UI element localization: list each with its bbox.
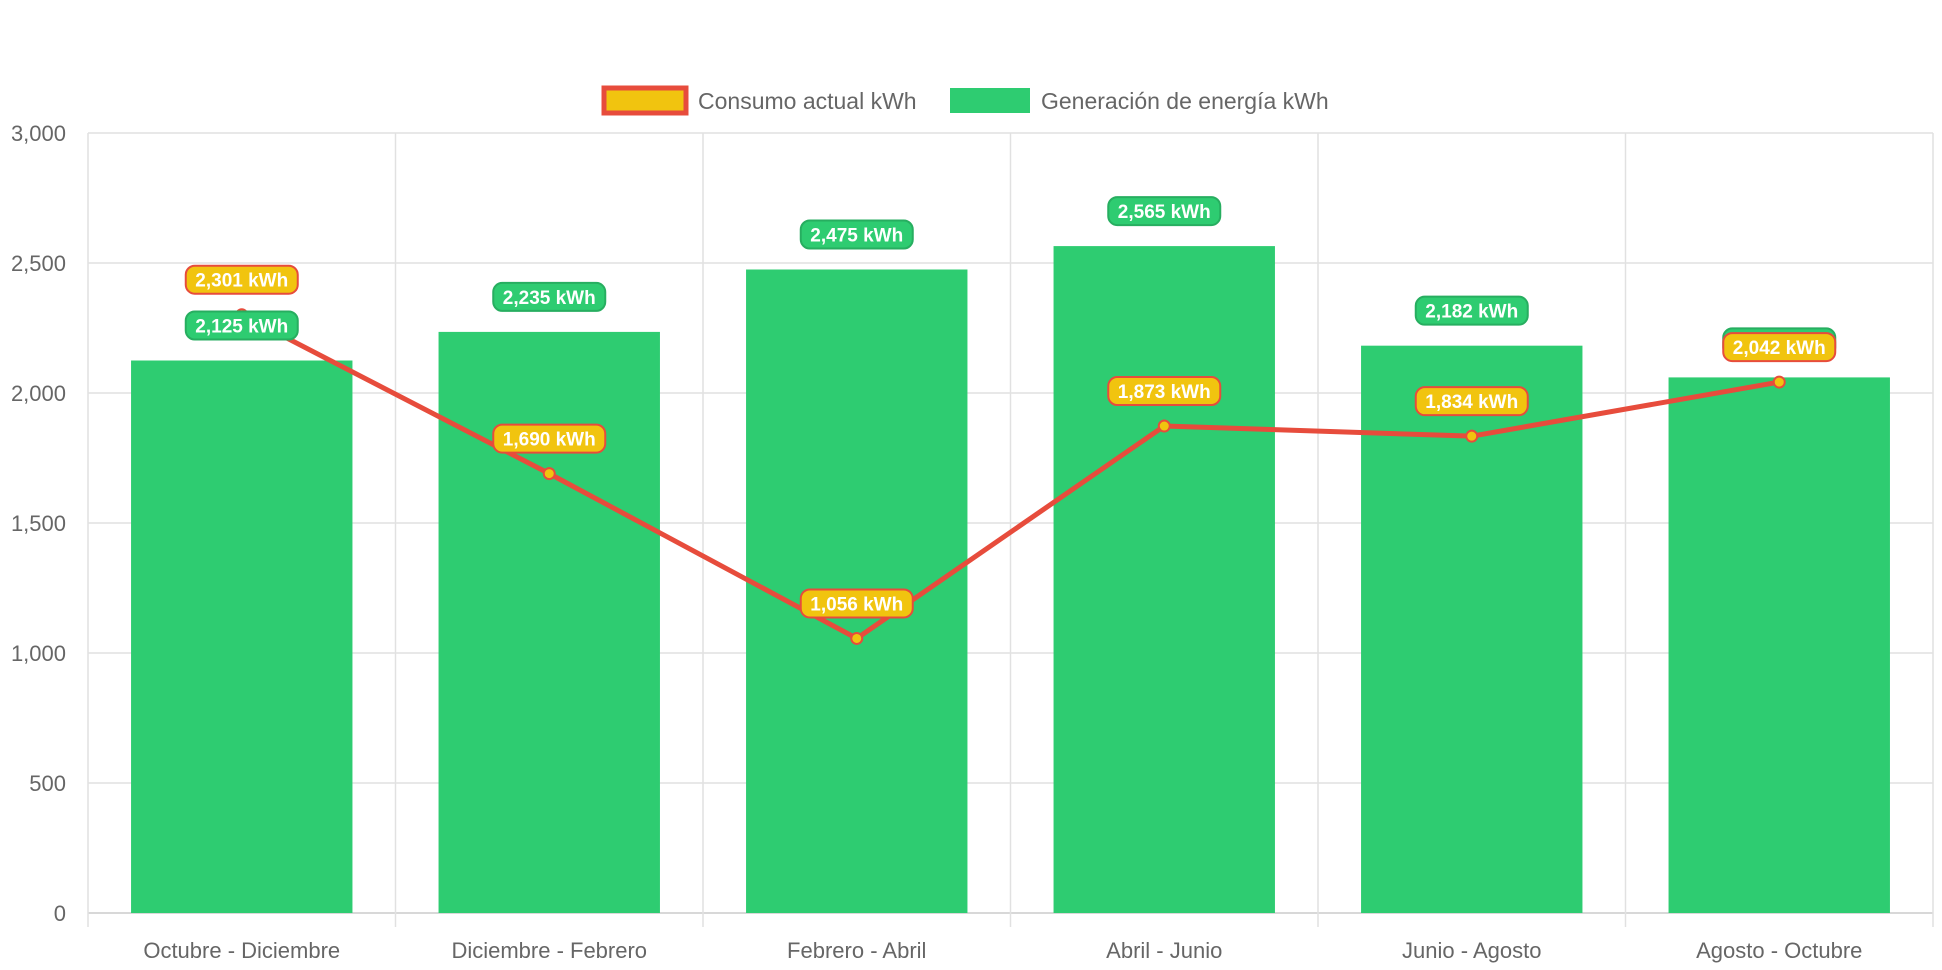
line-point	[1157, 419, 1171, 433]
bar-data-label-text: 2,475 kWh	[810, 226, 903, 247]
line-data-label-text: 2,042 kWh	[1733, 338, 1826, 359]
bar-data-label-text: 2,235 kWh	[503, 288, 596, 309]
bar	[1053, 246, 1275, 914]
bar-data-label: 2,235 kWh	[492, 281, 607, 312]
x-tick-label: Octubre - Diciembre	[143, 938, 340, 963]
bar-data-label: 2,182 kWh	[1414, 295, 1529, 326]
line-data-label-box	[184, 264, 299, 295]
x-tick-label: Agosto - Octubre	[1696, 938, 1862, 963]
line-data-label-text: 1,690 kWh	[503, 430, 596, 451]
y-tick-label: 3,000	[11, 121, 66, 146]
legend-label-consumo: Consumo actual kWh	[698, 88, 917, 114]
line-data-label: 1,690 kWh	[492, 423, 607, 454]
y-tick-label: 2,000	[11, 381, 66, 406]
y-tick-label: 500	[29, 771, 66, 796]
line-data-label: 2,301 kWh	[184, 264, 299, 295]
y-tick-label: 2,500	[11, 251, 66, 276]
bar-data-label-box	[184, 310, 299, 341]
line-data-label-box	[1107, 376, 1222, 407]
legend-swatch-generacion	[950, 88, 1030, 113]
bar	[1668, 377, 1890, 913]
line-data-label: 2,042 kWh	[1722, 332, 1837, 363]
legend: Consumo actual kWh Generación de energía…	[601, 85, 1329, 116]
bar-data-label-text: 2,565 kWh	[1118, 202, 1211, 223]
bar	[131, 360, 353, 913]
line-data-label-box	[1414, 386, 1529, 417]
y-axis: 0 500 1,000 1,500 2,000 2,500 3,000	[11, 121, 66, 926]
bar-data-label: 2,565 kWh	[1107, 196, 1222, 227]
bar-data-label-box	[799, 219, 914, 250]
line-data-label-box	[799, 588, 914, 619]
x-tick-label: Abril - Junio	[1106, 938, 1222, 963]
line-data-label: 1,873 kWh	[1107, 376, 1222, 407]
y-tick-label: 0	[54, 901, 66, 926]
bar-data-label-box	[1107, 196, 1222, 227]
line-data-label-text: 1,056 kWh	[810, 594, 903, 615]
x-tick-label: Diciembre - Febrero	[451, 938, 647, 963]
line-data-label-box	[492, 423, 607, 454]
y-tick-label: 1,500	[11, 511, 66, 536]
line-point	[1772, 375, 1786, 389]
line-point	[1465, 429, 1479, 443]
legend-swatch-consumo	[601, 85, 689, 116]
line-data-label-text: 1,873 kWh	[1118, 382, 1211, 403]
y-tick-label: 1,000	[11, 641, 66, 666]
x-tick-label: Junio - Agosto	[1402, 938, 1541, 963]
bar	[438, 331, 660, 913]
grid	[87, 132, 1934, 927]
bar-data-label-box	[1414, 295, 1529, 326]
line-data-label: 1,056 kWh	[799, 588, 914, 619]
line-data-label-text: 2,301 kWh	[195, 271, 288, 292]
x-axis: Octubre - Diciembre Diciembre - Febrero Fe…	[143, 938, 1862, 963]
bar-data-label: 2,475 kWh	[799, 219, 914, 250]
x-tick-label: Febrero - Abril	[787, 938, 926, 963]
line-data-labels: 2,301 kWh 1,690 kWh 1,056 kWh 1,873 kWh 1,83…	[184, 264, 1837, 619]
legend-label-generacion: Generación de energía kWh	[1041, 88, 1329, 114]
line-point	[542, 467, 556, 481]
line-data-label-text: 1,834 kWh	[1425, 392, 1518, 413]
line-data-label-box	[1722, 332, 1837, 363]
line-data-label: 1,834 kWh	[1414, 386, 1529, 417]
bar-data-label-box	[492, 281, 607, 312]
legend-item-consumo[interactable]: Consumo actual kWh	[601, 85, 917, 116]
bar-data-label: 2,125 kWh	[184, 310, 299, 341]
bar-data-label-text: 2,125 kWh	[195, 317, 288, 338]
line-point	[850, 631, 864, 645]
bar-series	[131, 246, 1890, 914]
bar-data-label-text: 2,182 kWh	[1425, 302, 1518, 323]
legend-item-generacion[interactable]: Generación de energía kWh	[950, 88, 1329, 114]
